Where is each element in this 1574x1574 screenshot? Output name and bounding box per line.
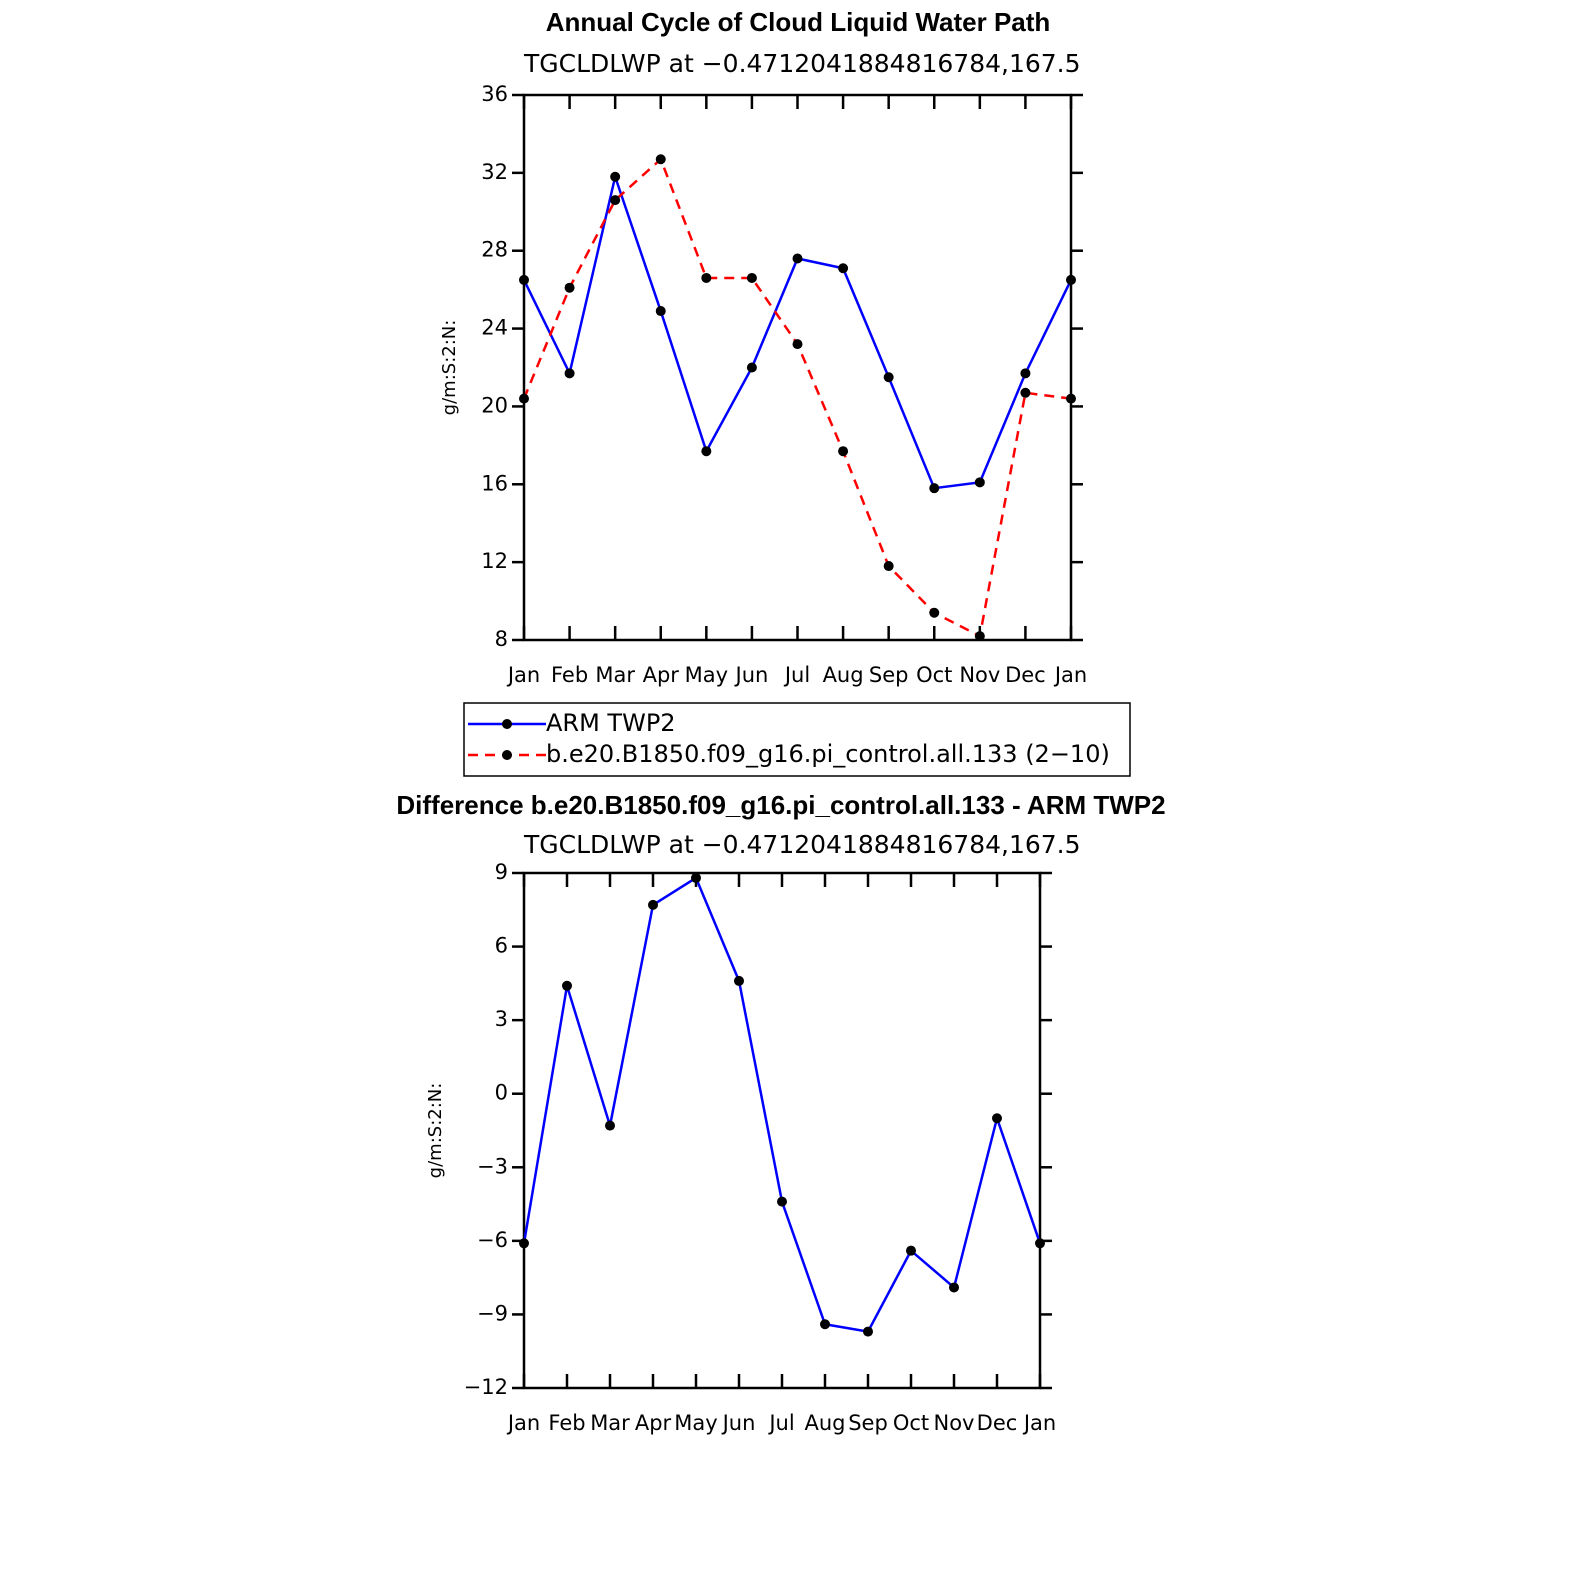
- y-tick-label: 9: [495, 860, 508, 884]
- data-point: [746, 362, 757, 373]
- y-tick-label: 32: [481, 160, 508, 184]
- y-tick-label: 16: [481, 471, 508, 495]
- data-point: [883, 372, 894, 383]
- x-tick-label: Feb: [551, 663, 588, 687]
- legend-marker: [502, 750, 512, 760]
- x-tick-label: Jul: [783, 663, 810, 687]
- data-point: [519, 393, 529, 404]
- data-point: [701, 446, 712, 457]
- data-point: [792, 253, 803, 264]
- data-point: [777, 1196, 787, 1207]
- data-point: [691, 872, 701, 883]
- data-point: [605, 1120, 615, 1131]
- y-tick-label: −9: [477, 1301, 508, 1325]
- plot-frame: [522, 871, 1042, 1390]
- y-tick-label: 3: [495, 1007, 508, 1031]
- x-tick-label: Feb: [548, 1411, 585, 1435]
- data-point: [838, 446, 849, 457]
- x-tick-label: Aug: [804, 1411, 845, 1435]
- data-point: [655, 306, 666, 317]
- chart-subtitle: TGCLDLWP at −0.4712041884816784,167.5: [523, 49, 1081, 78]
- x-tick-label: Apr: [635, 1411, 672, 1435]
- y-tick-label: −3: [477, 1154, 508, 1178]
- data-point: [974, 631, 985, 642]
- x-tick-label: Oct: [916, 663, 952, 687]
- data-point: [610, 171, 621, 182]
- data-point: [1066, 393, 1076, 404]
- data-point: [519, 1238, 529, 1249]
- legend-label: ARM TWP2: [546, 709, 676, 737]
- series-line: [522, 876, 1042, 1333]
- chart-subtitle: TGCLDLWP at −0.4712041884816784,167.5: [523, 830, 1081, 859]
- data-point: [929, 607, 940, 618]
- y-tick-label: 6: [495, 934, 508, 958]
- legend-box: [463, 702, 1131, 777]
- y-tick-label: 20: [481, 393, 508, 417]
- x-tick-label: Mar: [590, 1411, 630, 1435]
- data-point: [863, 1326, 873, 1337]
- legend-marker: [502, 719, 512, 729]
- data-point: [564, 282, 575, 293]
- chart-title: Annual Cycle of Cloud Liquid Water Path: [546, 7, 1051, 37]
- series-line: [522, 172, 1073, 490]
- data-point: [820, 1319, 830, 1330]
- data-point: [929, 483, 940, 494]
- legend-label: b.e20.B1850.f09_g16.pi_control.all.133 (…: [546, 740, 1110, 768]
- x-tick-label: Aug: [823, 663, 864, 687]
- y-tick-label: −6: [477, 1228, 508, 1252]
- x-tick-label: Mar: [595, 663, 635, 687]
- y-tick-label: 24: [481, 316, 508, 340]
- data-point: [883, 561, 894, 572]
- x-tick-label: Jul: [767, 1411, 794, 1435]
- y-tick-label: 36: [481, 82, 508, 106]
- x-tick-label: Nov: [934, 1411, 975, 1435]
- x-tick-label: Jan: [1022, 1411, 1056, 1435]
- data-point: [949, 1282, 959, 1293]
- y-tick-label: 8: [495, 627, 508, 651]
- x-tick-label: Dec: [977, 1411, 1018, 1435]
- x-tick-label: Dec: [1005, 663, 1046, 687]
- data-point: [1035, 1238, 1045, 1249]
- x-tick-label: Jun: [721, 1411, 756, 1435]
- data-point: [1020, 387, 1031, 398]
- x-tick-label: May: [685, 663, 728, 687]
- x-tick-label: Apr: [643, 663, 680, 687]
- data-point: [519, 274, 529, 285]
- data-point: [1020, 368, 1031, 379]
- data-point: [992, 1113, 1002, 1124]
- data-point: [701, 272, 712, 283]
- data-point: [974, 477, 985, 488]
- x-tick-label: Oct: [893, 1411, 929, 1435]
- data-point: [564, 368, 575, 379]
- chart-title: Difference b.e20.B1850.f09_g16.pi_contro…: [396, 790, 1165, 820]
- x-tick-label: Nov: [959, 663, 1000, 687]
- data-point: [734, 975, 744, 986]
- y-tick-label: −12: [464, 1375, 508, 1399]
- y-tick-label: 0: [495, 1081, 508, 1105]
- y-axis-label: g/m:S:2:N:: [425, 1083, 446, 1179]
- data-point: [648, 899, 658, 910]
- data-point: [655, 154, 666, 165]
- y-tick-label: 28: [481, 238, 508, 262]
- data-point: [838, 263, 849, 274]
- y-axis-label: g/m:S:2:N:: [439, 320, 460, 416]
- data-point: [562, 980, 572, 991]
- x-tick-label: Jan: [1053, 663, 1087, 687]
- x-tick-label: Sep: [848, 1411, 888, 1435]
- data-point: [610, 195, 621, 206]
- x-tick-label: Jan: [506, 663, 540, 687]
- x-tick-label: Sep: [869, 663, 909, 687]
- plot-frame: [522, 93, 1073, 642]
- data-point: [906, 1245, 916, 1256]
- x-tick-label: May: [674, 1411, 717, 1435]
- series-line: [522, 157, 1072, 638]
- data-point: [1066, 274, 1076, 285]
- x-tick-label: Jun: [734, 663, 769, 687]
- data-point: [746, 272, 757, 283]
- x-tick-label: Jan: [506, 1411, 540, 1435]
- y-tick-label: 12: [481, 549, 508, 573]
- data-point: [792, 339, 803, 350]
